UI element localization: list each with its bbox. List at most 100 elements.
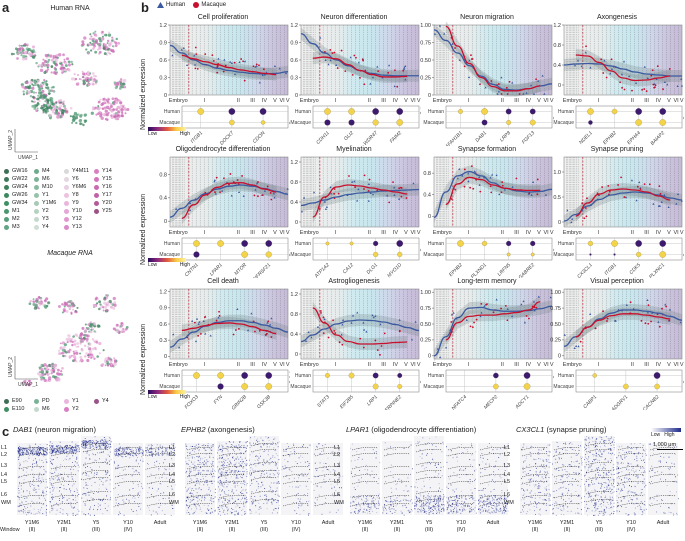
data-point [536, 193, 539, 196]
data-point [473, 170, 476, 173]
layer-boundary [314, 495, 342, 499]
dotplot-dot-human [653, 372, 661, 379]
legend-dot [34, 216, 39, 222]
legend-label: Y25 [102, 208, 112, 214]
data-point [340, 49, 343, 52]
colorbar-row3: Low High [148, 390, 190, 400]
data-point [515, 177, 518, 180]
ish-tissue-y10 [281, 443, 312, 516]
gene-label: NFATC4 [451, 394, 469, 410]
data-point [629, 301, 632, 304]
data-point [676, 85, 679, 88]
chart-myelination: Myelination00.40.81.2EmbryoIIIIIIIVVVIVI… [287, 146, 421, 278]
sample-name: Y5 [425, 520, 433, 526]
x-tick-label: VII [417, 98, 421, 104]
data-point [623, 88, 626, 91]
cortical-layer-label: L1 [334, 445, 341, 451]
trend-line-human [563, 191, 683, 222]
layer-boundary [351, 474, 379, 478]
scatter-macaque [323, 48, 405, 88]
sample-name: Adult [486, 520, 500, 526]
data-point [233, 61, 236, 64]
legend-dot [94, 184, 99, 190]
sample-name: Adult [153, 520, 167, 526]
layer-boundary [50, 453, 78, 457]
data-point [603, 59, 606, 62]
data-point [647, 322, 650, 325]
legend-item-m4: M4 [34, 168, 64, 174]
x-tick-label: IV [262, 98, 268, 104]
trend-line-macaque [445, 301, 541, 341]
gene-label: DAB1 [474, 130, 488, 144]
gene-label: MECP2 [483, 394, 500, 410]
dotplot-dot-macaque [523, 383, 531, 390]
x-tick-label: I [467, 362, 469, 368]
y-tick-label: 0.50 [420, 322, 431, 328]
data-point [606, 317, 609, 320]
data-point [202, 320, 205, 323]
data-point [479, 83, 481, 86]
dotplot-dot-human [325, 373, 330, 378]
layer-boundary [50, 503, 78, 507]
data-point [216, 71, 219, 74]
umap-cluster [92, 294, 117, 313]
data-point [188, 201, 192, 204]
data-point [242, 60, 245, 63]
x-tick-label: II [368, 98, 372, 104]
data-point [398, 330, 401, 333]
cortical-layer-label: L2 [1, 452, 8, 458]
x-tick-label: Embryo [169, 230, 188, 236]
data-point [480, 311, 483, 314]
legend-macaque-stages: E90 E110 PD M6 Y1 Y2 Y4 [4, 398, 124, 412]
sample-name: Y2M1 [224, 520, 240, 526]
window-sample-label: Y5 (III) [242, 520, 286, 534]
layer-boundary [250, 491, 278, 495]
data-point [215, 176, 218, 179]
gene-name: LPAR1 [346, 425, 370, 434]
data-point [195, 53, 198, 55]
data-point [182, 46, 185, 49]
gene-label: PLXND1 [470, 262, 488, 278]
dotplot-dot-macaque [241, 383, 248, 390]
data-point [531, 180, 535, 183]
layer-boundary [617, 495, 645, 499]
dotplot-dot-human [659, 240, 667, 247]
legend-item-y8: Y8 [64, 192, 94, 198]
data-point [363, 83, 366, 86]
umap-axes: UMAP_1 UMAP_2 [8, 356, 38, 388]
gene-label: TNFRSF21 [250, 262, 272, 278]
y-tick-label: 0.75 [420, 306, 431, 312]
confidence-band-macaque [575, 307, 671, 343]
data-point [191, 319, 194, 322]
data-point [266, 185, 269, 188]
layer-boundary [314, 453, 342, 457]
data-point [304, 339, 308, 342]
gene-label: MYO1D [386, 262, 403, 278]
data-point [664, 303, 667, 306]
layer-boundary [218, 466, 246, 470]
x-tick-label: VII [680, 230, 684, 236]
gene-label: PAFAH1B1 [442, 130, 464, 146]
data-point [475, 318, 478, 321]
legend-label: Y15 [102, 176, 112, 182]
gene-label: ADGRV1 [610, 394, 630, 410]
chart-svg: 00.51.0EmbryoIIIIIIIVVVIVIIHumanMacaqueC… [553, 156, 684, 278]
x-tick-label: Embryo [169, 98, 188, 104]
data-point [450, 321, 453, 323]
window-sample-label: Y10 (IV) [274, 520, 318, 534]
gene-label: DLG1 [366, 262, 380, 276]
legend-macaque-label: Macaque [201, 2, 227, 8]
ylabel-row1: Normalized expression [140, 30, 150, 130]
legend-item-y20: Y20 [94, 200, 124, 206]
dotplot-row-macaque: Macaque [553, 384, 574, 390]
data-point [439, 356, 442, 359]
legend-label: Y6 [72, 176, 79, 182]
chart-long-term-memory: Long-term memory 0 0.25 0.50 0.75 1.00 Embryo I… [420, 278, 554, 410]
data-point [404, 65, 407, 68]
confidence-band-macaque [445, 171, 541, 211]
umap-cluster [10, 43, 37, 61]
sample-gridlines [303, 25, 416, 95]
data-point [230, 194, 233, 197]
data-point [232, 333, 235, 336]
data-point [354, 186, 357, 189]
